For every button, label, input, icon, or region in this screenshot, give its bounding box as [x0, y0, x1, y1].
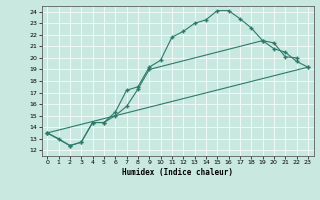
X-axis label: Humidex (Indice chaleur): Humidex (Indice chaleur)	[122, 168, 233, 177]
